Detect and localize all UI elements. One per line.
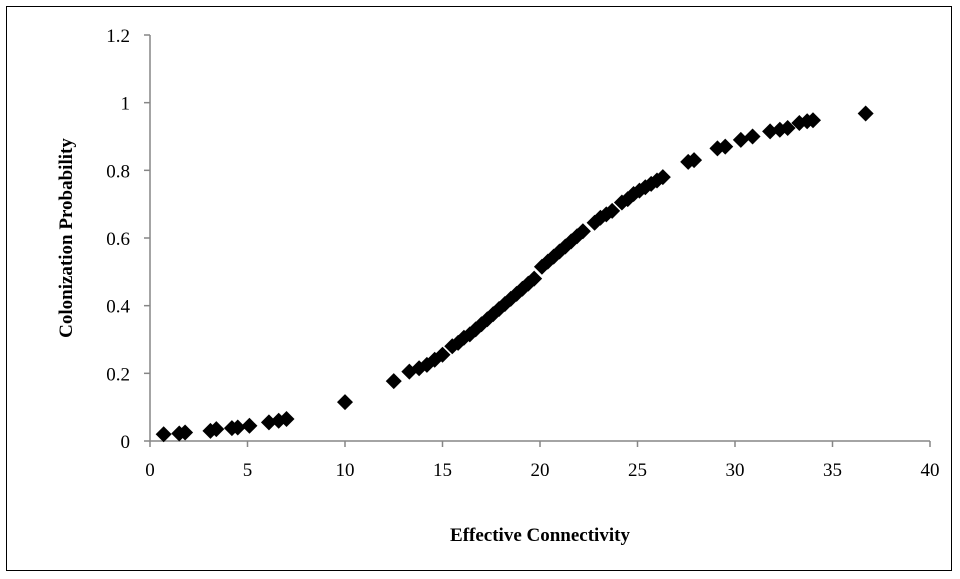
y-axis-ticks: 0 0.2 0.4 0.6 0.8 1 1.2	[106, 26, 150, 453]
data-point	[434, 346, 451, 363]
data-point	[744, 128, 761, 145]
axes: 0 5 10 15 20 25 30 35 40 0 0.2 0.4 0.6 0.8 1 1.2	[106, 26, 939, 481]
x-tick-label: 5	[243, 460, 253, 481]
data-point	[229, 419, 246, 436]
x-tick-label: 20	[531, 460, 550, 481]
y-tick-label: 0.6	[106, 229, 130, 250]
data-point	[496, 295, 513, 312]
data-point	[732, 131, 749, 148]
y-tick-label: 0.8	[106, 161, 130, 182]
x-tick-label: 10	[336, 460, 355, 481]
x-tick-label: 40	[921, 460, 940, 481]
data-point	[654, 169, 671, 186]
x-axis-title: Effective Connectivity	[450, 525, 630, 546]
data-point	[337, 394, 353, 411]
data-point	[155, 426, 172, 443]
data-point	[385, 373, 402, 390]
chart-frame	[6, 6, 952, 571]
y-tick-label: 1	[121, 94, 131, 115]
y-tick-label: 0	[121, 432, 131, 453]
data-point	[177, 424, 194, 441]
data-point	[717, 138, 734, 155]
y-tick-label: 1.2	[106, 26, 130, 47]
data-point	[208, 421, 225, 438]
x-axis-ticks: 0 5 10 15 20 25 30 35 40	[145, 441, 940, 481]
data-point	[805, 112, 821, 129]
data-point	[278, 411, 295, 428]
data-point	[526, 270, 543, 287]
data-point	[779, 120, 796, 137]
x-tick-label: 35	[823, 460, 842, 481]
data-point	[771, 121, 788, 138]
x-tick-label: 25	[628, 460, 647, 481]
data-point	[604, 202, 621, 219]
data-point	[574, 223, 591, 240]
y-axis-title: Colonization Probability	[56, 138, 77, 338]
data-point	[539, 253, 556, 270]
y-tick-label: 0.4	[106, 297, 130, 318]
data-point	[762, 123, 779, 140]
data-point	[241, 417, 258, 434]
data-point	[260, 414, 277, 431]
data-point	[857, 105, 874, 122]
y-tick-label: 0.2	[106, 364, 130, 385]
x-tick-label: 15	[433, 460, 452, 481]
x-tick-label: 0	[145, 460, 155, 481]
data-points	[155, 105, 874, 443]
x-tick-label: 30	[726, 460, 745, 481]
data-point	[686, 152, 703, 169]
